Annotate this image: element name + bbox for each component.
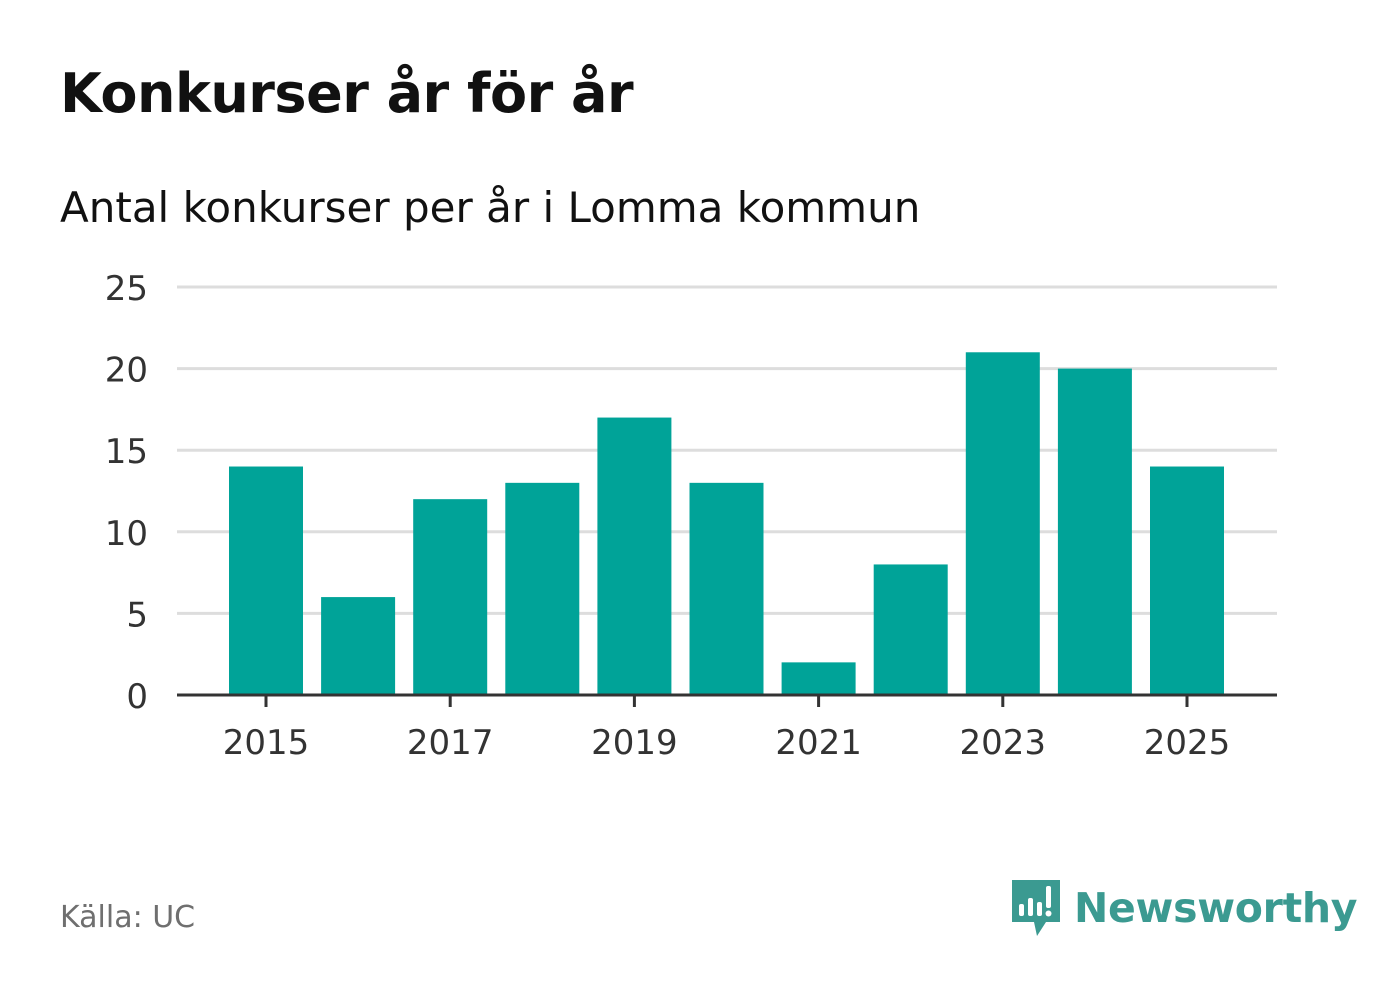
chart-title: Konkurser år för år: [60, 62, 634, 125]
bar-2018: [505, 482, 580, 695]
x-tick-label: 2023: [960, 723, 1047, 763]
y-tick-label: 10: [105, 514, 148, 554]
bar-2025: [1150, 466, 1224, 695]
bar-2017: [413, 499, 488, 695]
bar-2023: [965, 352, 1040, 695]
y-tick-label: 25: [105, 269, 148, 309]
bar-2022: [873, 564, 948, 695]
x-tick-label: 2017: [407, 723, 494, 763]
bar-2024: [1057, 368, 1132, 695]
chart-subtitle: Antal konkurser per år i Lomma kommun: [60, 183, 921, 232]
bar-2021: [781, 662, 856, 695]
bar-2020: [689, 482, 764, 695]
x-tick-label: 2025: [1144, 723, 1231, 763]
bar-2019: [597, 417, 672, 695]
bars: [229, 352, 1224, 695]
brand-logo: Newsworthy: [1010, 878, 1357, 938]
source-label: Källa: UC: [60, 900, 196, 935]
bar-2015: [229, 466, 303, 695]
x-tick-label: 2021: [775, 723, 862, 763]
y-tick-label: 20: [105, 351, 148, 391]
newsworthy-logo-icon: [1012, 880, 1060, 936]
x-tick-label: 2019: [591, 723, 678, 763]
brand-name: Newsworthy: [1074, 884, 1358, 932]
y-tick-label: 15: [105, 432, 148, 472]
bar-2016: [321, 597, 396, 695]
x-tick-label: 2015: [223, 723, 310, 763]
y-tick-label: 0: [126, 677, 148, 717]
y-tick-label: 5: [126, 595, 148, 635]
